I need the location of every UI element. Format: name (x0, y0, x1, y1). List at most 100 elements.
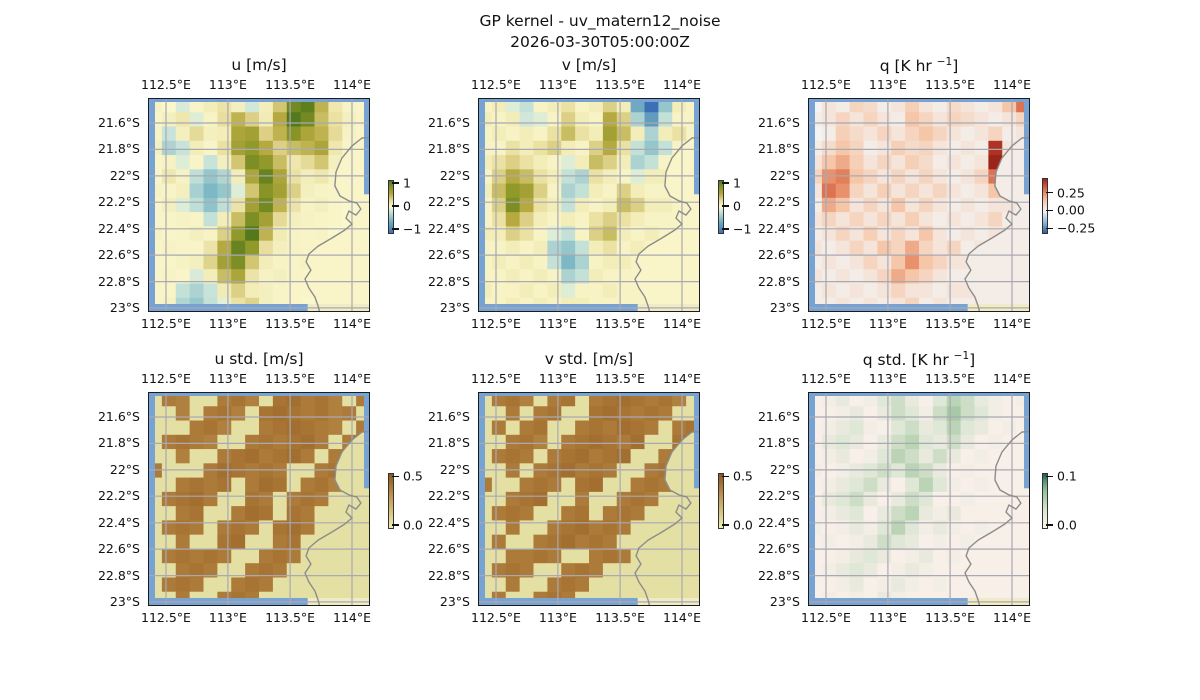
xtick-bottom-q-0: 112.5°E (801, 316, 851, 331)
colorbar-tick-u_std-0 (392, 475, 399, 477)
xtick-bottom-v_std-3: 114°E (663, 610, 702, 625)
colorbar-tick-u-0 (392, 182, 399, 184)
panel-title-text: q std. [K hr (862, 351, 954, 369)
ytick-v-3: 22.2°S (427, 194, 470, 210)
map-q (808, 98, 1030, 312)
xtick-bottom-q_std-3: 114°E (993, 610, 1032, 625)
colorbar-label-u-1: 0 (403, 198, 411, 214)
xtick-bottom-q-2: 113.5°E (925, 316, 976, 331)
xtick-bottom-q_std-2: 113.5°E (925, 610, 976, 625)
ytick-u-4: 22.4°S (97, 220, 140, 236)
map-u_std (148, 392, 370, 606)
colorbar-label-v-0: 1 (733, 175, 741, 191)
panel-title-text: v std. [m/s] (544, 350, 634, 368)
ytick-v-2: 22°S (439, 167, 470, 183)
xtick-bottom-u-1: 113°E (208, 316, 247, 331)
ytick-u_std-3: 22.2°S (97, 488, 140, 504)
colorbar-tick-q_std-1 (1046, 524, 1053, 526)
ytick-v_std-0: 21.6°S (427, 409, 470, 425)
ytick-v_std-7: 23°S (439, 593, 470, 609)
colorbar-tick-v_std-0 (722, 475, 729, 477)
ytick-q_std-3: 22.2°S (757, 488, 800, 504)
xtick-bottom-q_std-1: 113°E (868, 610, 907, 625)
xtick-top-q_std-2: 113.5°E (925, 371, 976, 386)
map-v (478, 98, 700, 312)
panel-title-text: ] (952, 57, 959, 75)
xtick-bottom-u-3: 114°E (333, 316, 372, 331)
ytick-q_std-7: 23°S (769, 593, 800, 609)
panel-title-text: −1 (936, 56, 953, 68)
xtick-top-u-1: 113°E (208, 77, 247, 92)
colorbar-bar-q_std (1042, 473, 1048, 529)
xtick-top-v_std-3: 114°E (663, 371, 702, 386)
ytick-q_std-6: 22.8°S (757, 567, 800, 583)
colorbar-tick-v_std-1 (722, 524, 729, 526)
colorbar-label-q_std-0: 0.1 (1057, 468, 1077, 484)
xtick-top-u_std-3: 114°E (333, 371, 372, 386)
panel-title-text: q [K hr (879, 57, 937, 75)
colorbar-bar-v_std (718, 473, 724, 529)
xtick-bottom-v-1: 113°E (538, 316, 577, 331)
panel-title-u_std: u std. [m/s] (129, 350, 389, 368)
xtick-bottom-u_std-3: 114°E (333, 610, 372, 625)
colorbar-label-u-0: 1 (403, 175, 411, 191)
ytick-v_std-2: 22°S (439, 461, 470, 477)
colorbar-label-q_std-1: 0.0 (1057, 517, 1077, 533)
map-svg-q (808, 98, 1030, 312)
xtick-top-u-0: 112.5°E (141, 77, 191, 92)
colorbar-label-u_std-0: 0.5 (403, 468, 423, 484)
ytick-q-1: 21.8°S (757, 141, 800, 157)
ytick-u_std-6: 22.8°S (97, 567, 140, 583)
colorbar-label-q-0: 0.25 (1057, 185, 1085, 201)
xtick-bottom-u_std-0: 112.5°E (141, 610, 191, 625)
map-u (148, 98, 370, 312)
ytick-v_std-4: 22.4°S (427, 514, 470, 530)
colorbar-u_std: 0.5 0.0 (388, 469, 458, 532)
ytick-u_std-7: 23°S (109, 593, 140, 609)
ytick-q_std-1: 21.8°S (757, 435, 800, 451)
map-q_std (808, 392, 1030, 606)
ytick-v_std-5: 22.6°S (427, 541, 470, 557)
xtick-top-q-0: 112.5°E (801, 77, 851, 92)
panel-title-text: u std. [m/s] (214, 350, 304, 368)
xtick-bottom-v_std-2: 113.5°E (595, 610, 646, 625)
colorbar-bar-v (718, 180, 724, 234)
xtick-bottom-q_std-0: 112.5°E (801, 610, 851, 625)
ytick-v-1: 21.8°S (427, 141, 470, 157)
colorbar-tick-u_std-1 (392, 524, 399, 526)
xtick-bottom-q-3: 114°E (993, 316, 1032, 331)
xtick-bottom-v-3: 114°E (663, 316, 702, 331)
figure-title: GP kernel - uv_matern12_noise 2026-03-30… (0, 11, 1200, 53)
colorbar-u: 1 0 −1 (388, 176, 458, 236)
map-v_std (478, 392, 700, 606)
xtick-top-q-1: 113°E (868, 77, 907, 92)
colorbar-bar-u_std (388, 473, 394, 529)
xtick-top-u_std-2: 113.5°E (265, 371, 316, 386)
colorbar-tick-q-2 (1046, 227, 1053, 229)
panel-title-q: q [K hr −1] (789, 56, 1049, 75)
xtick-top-q-2: 113.5°E (925, 77, 976, 92)
ytick-q-6: 22.8°S (757, 273, 800, 289)
ytick-q_std-2: 22°S (769, 461, 800, 477)
xtick-top-u_std-1: 113°E (208, 371, 247, 386)
ytick-q-3: 22.2°S (757, 194, 800, 210)
map-svg-u_std (148, 392, 370, 606)
xtick-bottom-v-2: 113.5°E (595, 316, 646, 331)
map-svg-u (148, 98, 370, 312)
colorbar-bar-u (388, 180, 394, 234)
colorbar-tick-u-2 (392, 228, 399, 230)
map-svg-v (478, 98, 700, 312)
xtick-bottom-v_std-1: 113°E (538, 610, 577, 625)
xtick-top-v_std-2: 113.5°E (595, 371, 646, 386)
ytick-v_std-1: 21.8°S (427, 435, 470, 451)
colorbar-label-u_std-1: 0.0 (403, 517, 423, 533)
colorbar-tick-v-1 (722, 205, 729, 207)
figure-title-line1: GP kernel - uv_matern12_noise (479, 12, 721, 30)
map-svg-q_std (808, 392, 1030, 606)
xtick-top-q_std-1: 113°E (868, 371, 907, 386)
ytick-q-2: 22°S (769, 167, 800, 183)
ytick-u_std-2: 22°S (109, 461, 140, 477)
colorbar-tick-q_std-0 (1046, 475, 1053, 477)
xtick-bottom-u_std-1: 113°E (208, 610, 247, 625)
ytick-q-5: 22.6°S (757, 247, 800, 263)
